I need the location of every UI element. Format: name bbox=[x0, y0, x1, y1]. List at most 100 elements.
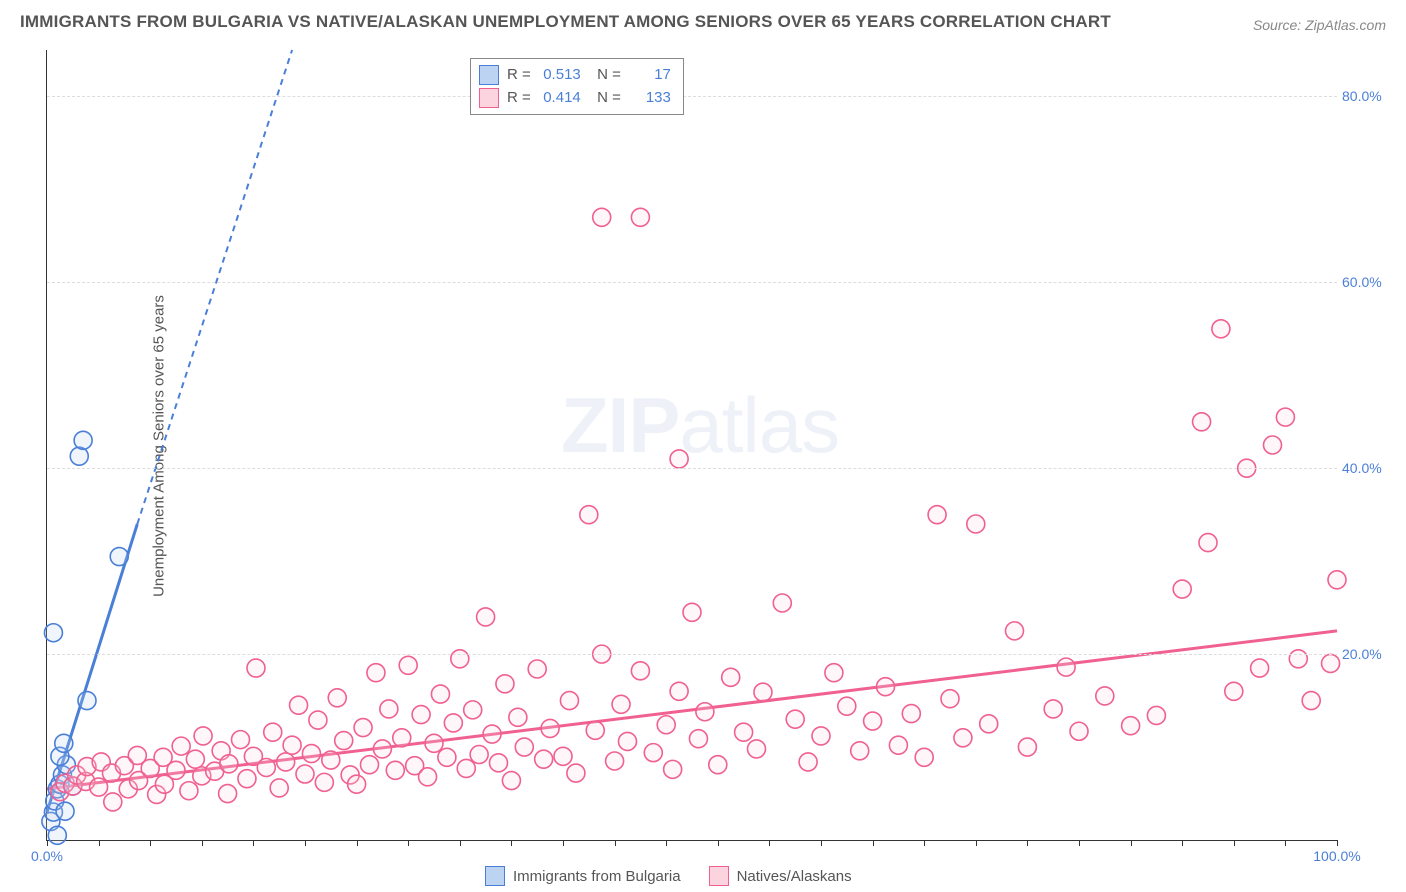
plot-area: ZIPatlas 20.0%40.0%60.0%80.0%0.0%100.0% bbox=[46, 50, 1337, 841]
data-point-pink bbox=[238, 770, 256, 788]
legend-stat-row-blue: R =0.513 N =17 bbox=[479, 63, 671, 86]
data-point-pink bbox=[219, 785, 237, 803]
data-point-pink bbox=[1096, 687, 1114, 705]
data-point-pink bbox=[264, 723, 282, 741]
data-point-pink bbox=[1057, 658, 1075, 676]
data-point-pink bbox=[567, 764, 585, 782]
source-value: ZipAtlas.com bbox=[1305, 17, 1386, 33]
data-point-pink bbox=[586, 721, 604, 739]
x-tick bbox=[1182, 840, 1183, 846]
data-point-blue bbox=[55, 734, 73, 752]
source-label: Source: ZipAtlas.com bbox=[1253, 17, 1386, 33]
data-point-pink bbox=[773, 594, 791, 612]
legend-r-label: R = bbox=[507, 86, 531, 109]
x-tick bbox=[150, 840, 151, 846]
data-point-pink bbox=[1225, 682, 1243, 700]
data-point-pink bbox=[309, 711, 327, 729]
data-point-pink bbox=[786, 710, 804, 728]
data-point-pink bbox=[477, 608, 495, 626]
data-point-pink bbox=[290, 696, 308, 714]
data-point-pink bbox=[1328, 571, 1346, 589]
x-tick bbox=[976, 840, 977, 846]
data-point-pink bbox=[483, 725, 501, 743]
legend-item-pink: Natives/Alaskans bbox=[709, 866, 852, 886]
data-point-pink bbox=[438, 748, 456, 766]
data-point-pink bbox=[748, 740, 766, 758]
data-point-pink bbox=[186, 750, 204, 768]
source-prefix: Source: bbox=[1253, 17, 1305, 33]
data-point-pink bbox=[348, 775, 366, 793]
x-tick-label-right: 100.0% bbox=[1313, 848, 1360, 864]
legend-label-blue: Immigrants from Bulgaria bbox=[513, 868, 681, 885]
data-point-pink bbox=[838, 697, 856, 715]
legend-stat-row-pink: R =0.414 N =133 bbox=[479, 86, 671, 109]
data-point-pink bbox=[1173, 580, 1191, 598]
data-point-pink bbox=[172, 737, 190, 755]
data-point-pink bbox=[683, 603, 701, 621]
data-point-pink bbox=[670, 682, 688, 700]
data-point-blue bbox=[70, 447, 88, 465]
legend-swatch-blue bbox=[485, 866, 505, 886]
data-point-pink bbox=[315, 773, 333, 791]
x-tick bbox=[357, 840, 358, 846]
x-tick bbox=[666, 840, 667, 846]
data-point-pink bbox=[104, 793, 122, 811]
data-point-pink bbox=[283, 736, 301, 754]
data-point-pink bbox=[502, 772, 520, 790]
data-point-pink bbox=[980, 715, 998, 733]
data-point-pink bbox=[1147, 706, 1165, 724]
chart-title: IMMIGRANTS FROM BULGARIA VS NATIVE/ALASK… bbox=[20, 12, 1111, 32]
data-point-pink bbox=[464, 701, 482, 719]
data-point-pink bbox=[354, 719, 372, 737]
data-point-blue bbox=[74, 431, 92, 449]
gridline bbox=[47, 96, 1337, 97]
data-point-pink bbox=[967, 515, 985, 533]
data-point-pink bbox=[754, 683, 772, 701]
x-tick bbox=[924, 840, 925, 846]
gridline bbox=[47, 282, 1337, 283]
data-point-pink bbox=[541, 719, 559, 737]
data-point-pink bbox=[928, 506, 946, 524]
data-point-pink bbox=[954, 729, 972, 747]
y-tick-label: 20.0% bbox=[1342, 646, 1392, 662]
data-point-pink bbox=[393, 729, 411, 747]
data-point-pink bbox=[1122, 717, 1140, 735]
data-point-blue bbox=[44, 624, 62, 642]
data-point-pink bbox=[431, 685, 449, 703]
data-point-pink bbox=[180, 782, 198, 800]
data-point-pink bbox=[457, 759, 475, 777]
data-point-pink bbox=[812, 727, 830, 745]
data-point-pink bbox=[361, 756, 379, 774]
data-point-pink bbox=[631, 208, 649, 226]
legend-series: Immigrants from Bulgaria Natives/Alaskans bbox=[485, 866, 852, 886]
data-point-pink bbox=[194, 727, 212, 745]
plot-svg bbox=[47, 50, 1337, 840]
data-point-pink bbox=[232, 731, 250, 749]
data-point-pink bbox=[1264, 436, 1282, 454]
data-point-pink bbox=[419, 768, 437, 786]
data-point-pink bbox=[1302, 692, 1320, 710]
x-tick bbox=[615, 840, 616, 846]
x-tick bbox=[821, 840, 822, 846]
x-tick bbox=[408, 840, 409, 846]
data-point-pink bbox=[851, 742, 869, 760]
data-point-pink bbox=[799, 753, 817, 771]
x-tick bbox=[1027, 840, 1028, 846]
data-point-pink bbox=[1044, 700, 1062, 718]
legend-r-value-blue: 0.513 bbox=[539, 63, 581, 86]
data-point-pink bbox=[664, 760, 682, 778]
x-tick bbox=[511, 840, 512, 846]
data-point-pink bbox=[644, 744, 662, 762]
x-tick bbox=[1285, 840, 1286, 846]
data-point-pink bbox=[412, 706, 430, 724]
data-point-pink bbox=[670, 450, 688, 468]
y-tick-label: 60.0% bbox=[1342, 274, 1392, 290]
data-point-pink bbox=[580, 506, 598, 524]
gridline bbox=[47, 654, 1337, 655]
legend-label-pink: Natives/Alaskans bbox=[737, 868, 852, 885]
data-point-pink bbox=[277, 753, 295, 771]
data-point-pink bbox=[509, 708, 527, 726]
data-point-pink bbox=[689, 730, 707, 748]
data-point-pink bbox=[631, 662, 649, 680]
data-point-pink bbox=[889, 736, 907, 754]
